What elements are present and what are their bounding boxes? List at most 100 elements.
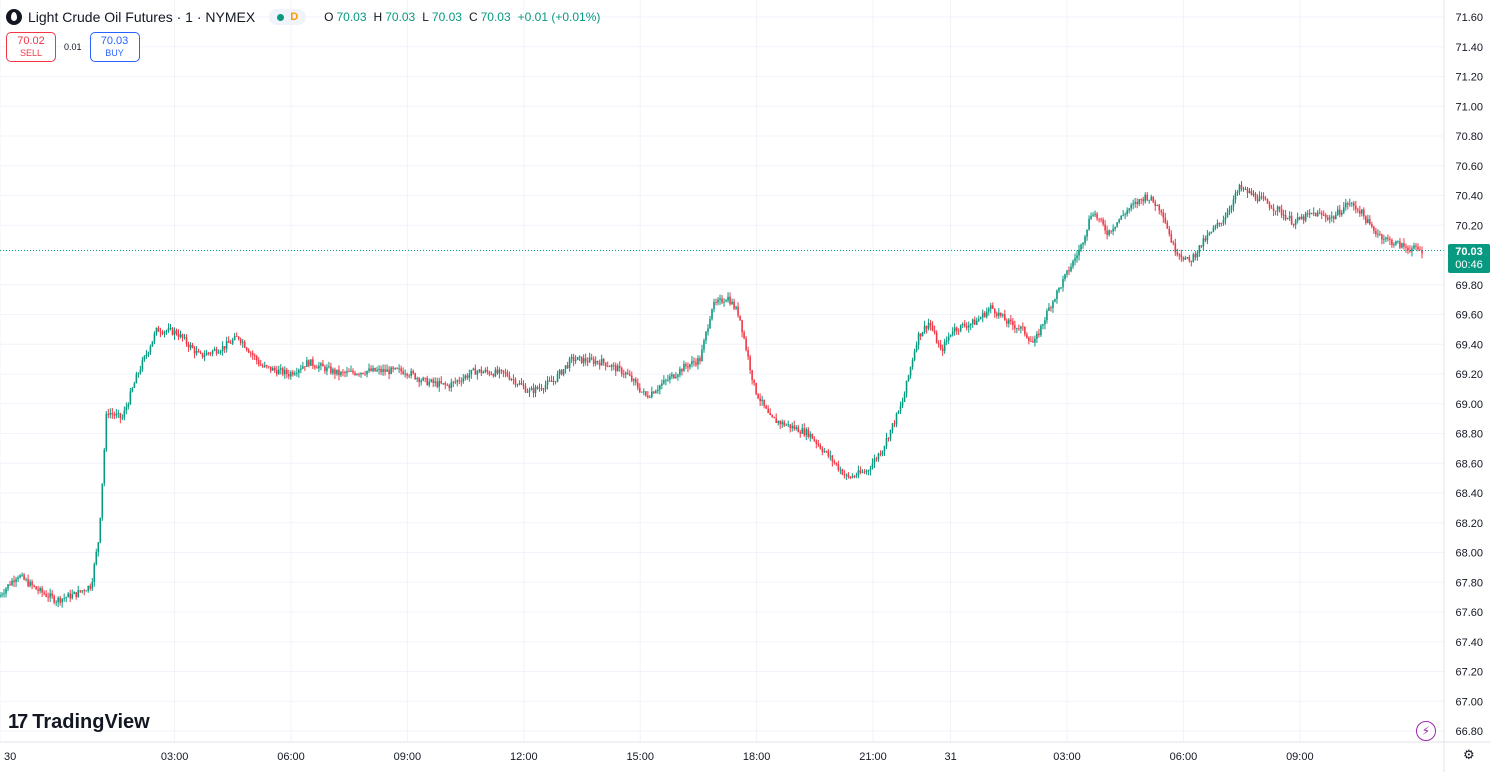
candle-body <box>177 334 180 337</box>
candle-body <box>1106 230 1108 235</box>
candle-body <box>510 379 513 380</box>
candle-body <box>310 359 312 366</box>
tradingview-logo[interactable]: 17 TradingView <box>8 711 150 734</box>
candle-body <box>739 315 741 321</box>
buy-button[interactable]: 70.03 BUY <box>89 32 140 62</box>
candle-body <box>1078 249 1080 256</box>
candle-body <box>604 362 607 367</box>
candle-body <box>847 474 850 477</box>
candle-body <box>1196 252 1199 258</box>
candle-body <box>444 383 447 385</box>
candle-body <box>895 413 898 424</box>
candle-body <box>1361 209 1363 214</box>
symbol-logo-icon[interactable] <box>6 9 22 25</box>
candle-body <box>1260 196 1263 198</box>
price-axis[interactable]: 71.60 71.40 71.20 71.00 70.80 70.60 70.40 70.20… <box>1443 0 1483 772</box>
candle-body <box>1200 245 1203 247</box>
candle-body <box>1010 319 1012 322</box>
candle-body <box>1180 254 1183 258</box>
candle-body <box>1365 216 1367 223</box>
gear-icon[interactable]: ⚙ <box>1463 747 1475 762</box>
candle-body <box>344 372 346 373</box>
candle-body <box>1006 320 1008 324</box>
candle-body <box>542 389 545 390</box>
price-tick-label: 67.40 <box>1455 637 1483 649</box>
candle-body <box>699 358 701 362</box>
sell-button[interactable]: 70.02 SELL <box>6 32 56 62</box>
candle-body <box>1252 193 1255 195</box>
candle-body <box>849 476 852 478</box>
candle-body <box>905 380 908 394</box>
sell-price: 70.02 <box>17 35 45 47</box>
time-tick-label: 21:00 <box>859 751 887 763</box>
candle-body <box>239 338 242 343</box>
candle-body <box>1168 228 1171 235</box>
candle-body <box>851 476 854 478</box>
candle-body <box>935 332 938 344</box>
time-axis[interactable]: 30 03:00 06:00 09:00 12:00 15:00 18:00 21:00 31 0… <box>0 741 1491 763</box>
market-status[interactable]: D <box>269 9 307 25</box>
candle-body <box>939 344 942 349</box>
candle-body <box>1350 202 1353 204</box>
candle-body <box>871 463 874 469</box>
tradingview-mark-icon: 17 <box>8 711 28 733</box>
candle-body <box>123 410 126 418</box>
candle-body <box>1150 196 1153 200</box>
candle-body <box>193 347 196 354</box>
lightning-icon[interactable]: ⚡ <box>1416 721 1436 741</box>
candle-body <box>229 342 232 344</box>
candle-body <box>486 370 489 372</box>
candle-body <box>51 593 53 597</box>
time-tick-label: 06:00 <box>1170 751 1198 763</box>
candle-body <box>117 413 120 414</box>
candle-body <box>524 386 527 393</box>
symbol-title[interactable]: Light Crude Oil Futures · 1 · NYMEX <box>28 9 256 25</box>
market-open-dot-icon <box>277 13 285 21</box>
low-label: L <box>422 10 429 24</box>
candle-body <box>348 371 350 373</box>
price-tick-label: 68.00 <box>1455 548 1483 560</box>
candle-body <box>1274 210 1277 212</box>
candle-body <box>1294 220 1297 225</box>
candle-body <box>506 372 509 376</box>
candle-body <box>324 366 326 372</box>
candle-body <box>1130 204 1132 209</box>
candle-body <box>651 391 653 397</box>
candle-body <box>685 364 687 367</box>
candle-body <box>366 370 368 375</box>
candle-body <box>436 381 439 387</box>
candle-body <box>606 366 609 368</box>
candle-body <box>374 367 376 372</box>
candle-body <box>636 382 639 388</box>
candle-body <box>885 437 888 447</box>
candle-body <box>1086 229 1088 237</box>
candle-body <box>1080 244 1082 250</box>
candle-body <box>1419 249 1421 251</box>
candle-body <box>314 365 316 368</box>
candle-body <box>1415 245 1417 247</box>
close-label: C <box>468 10 478 24</box>
candle-body <box>1206 234 1209 241</box>
candle-body <box>394 367 396 369</box>
candle-body <box>1334 214 1337 220</box>
buy-price: 70.03 <box>100 35 129 47</box>
candle-body <box>893 423 896 425</box>
candle-body <box>566 365 569 368</box>
candle-body <box>763 399 765 406</box>
logo-text: TradingView <box>32 711 150 733</box>
candle-body <box>508 375 511 380</box>
candle-body <box>817 443 820 445</box>
candle-body <box>396 367 398 369</box>
time-tick-label: 03:00 <box>161 751 189 763</box>
candle-body <box>901 401 904 406</box>
candle-body <box>1054 299 1056 302</box>
candle-body <box>867 470 870 472</box>
candle-body <box>3 593 5 595</box>
candle-body <box>115 413 118 416</box>
candle-body <box>273 367 276 371</box>
candle-body <box>749 356 751 371</box>
candle-body <box>183 337 186 338</box>
candle-body <box>855 475 858 477</box>
candle-body <box>1218 223 1221 224</box>
